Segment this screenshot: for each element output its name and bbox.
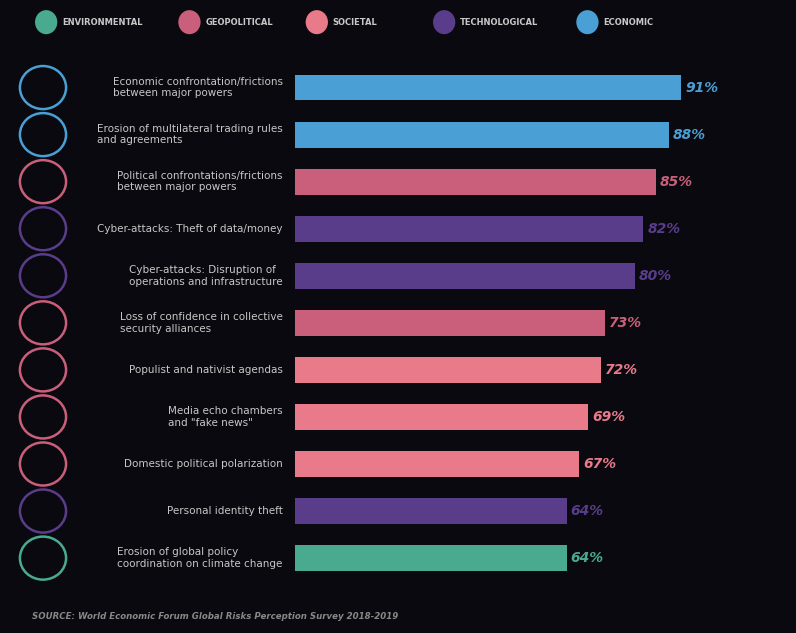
- Text: Political confrontations/frictions
between major powers: Political confrontations/frictions betwe…: [117, 171, 283, 192]
- Text: GEOPOLITICAL: GEOPOLITICAL: [205, 18, 273, 27]
- Bar: [295, 263, 634, 289]
- Bar: [295, 451, 579, 477]
- Text: 80%: 80%: [639, 269, 672, 283]
- Text: Loss of confidence in collective
security alliances: Loss of confidence in collective securit…: [119, 312, 283, 334]
- Text: Cyber-attacks: Disruption of
operations and infrastructure: Cyber-attacks: Disruption of operations …: [129, 265, 283, 287]
- Text: Erosion of global policy
coordination on climate change: Erosion of global policy coordination on…: [117, 548, 283, 569]
- Text: 85%: 85%: [660, 175, 693, 189]
- Bar: [295, 498, 567, 524]
- Text: SOURCE: World Economic Forum Global Risks Perception Survey 2018-2019: SOURCE: World Economic Forum Global Risk…: [32, 612, 398, 621]
- Text: 64%: 64%: [571, 504, 604, 518]
- Bar: [295, 169, 656, 194]
- Text: 73%: 73%: [609, 316, 642, 330]
- Text: Economic confrontation/frictions
between major powers: Economic confrontation/frictions between…: [112, 77, 283, 98]
- Text: 88%: 88%: [673, 128, 706, 142]
- Text: 72%: 72%: [605, 363, 638, 377]
- Text: 82%: 82%: [647, 222, 681, 235]
- Text: Personal identity theft: Personal identity theft: [166, 506, 283, 516]
- Text: Populist and nativist agendas: Populist and nativist agendas: [129, 365, 283, 375]
- Text: 69%: 69%: [592, 410, 625, 424]
- Bar: [295, 216, 643, 242]
- Text: Cyber-attacks: Theft of data/money: Cyber-attacks: Theft of data/money: [97, 223, 283, 234]
- Bar: [295, 404, 587, 430]
- Text: ECONOMIC: ECONOMIC: [603, 18, 654, 27]
- Text: ENVIRONMENTAL: ENVIRONMENTAL: [62, 18, 142, 27]
- Text: 64%: 64%: [571, 551, 604, 565]
- Bar: [295, 75, 681, 101]
- Text: Domestic political polarization: Domestic political polarization: [124, 459, 283, 469]
- Text: SOCIETAL: SOCIETAL: [333, 18, 377, 27]
- Bar: [295, 357, 600, 383]
- Text: TECHNOLOGICAL: TECHNOLOGICAL: [460, 18, 538, 27]
- Text: Media echo chambers
and "fake news": Media echo chambers and "fake news": [168, 406, 283, 428]
- Bar: [295, 310, 605, 335]
- Text: 67%: 67%: [583, 457, 617, 471]
- Bar: [295, 545, 567, 571]
- Bar: [295, 122, 669, 147]
- Text: Erosion of multilateral trading rules
and agreements: Erosion of multilateral trading rules an…: [97, 124, 283, 146]
- Text: 91%: 91%: [685, 80, 719, 94]
